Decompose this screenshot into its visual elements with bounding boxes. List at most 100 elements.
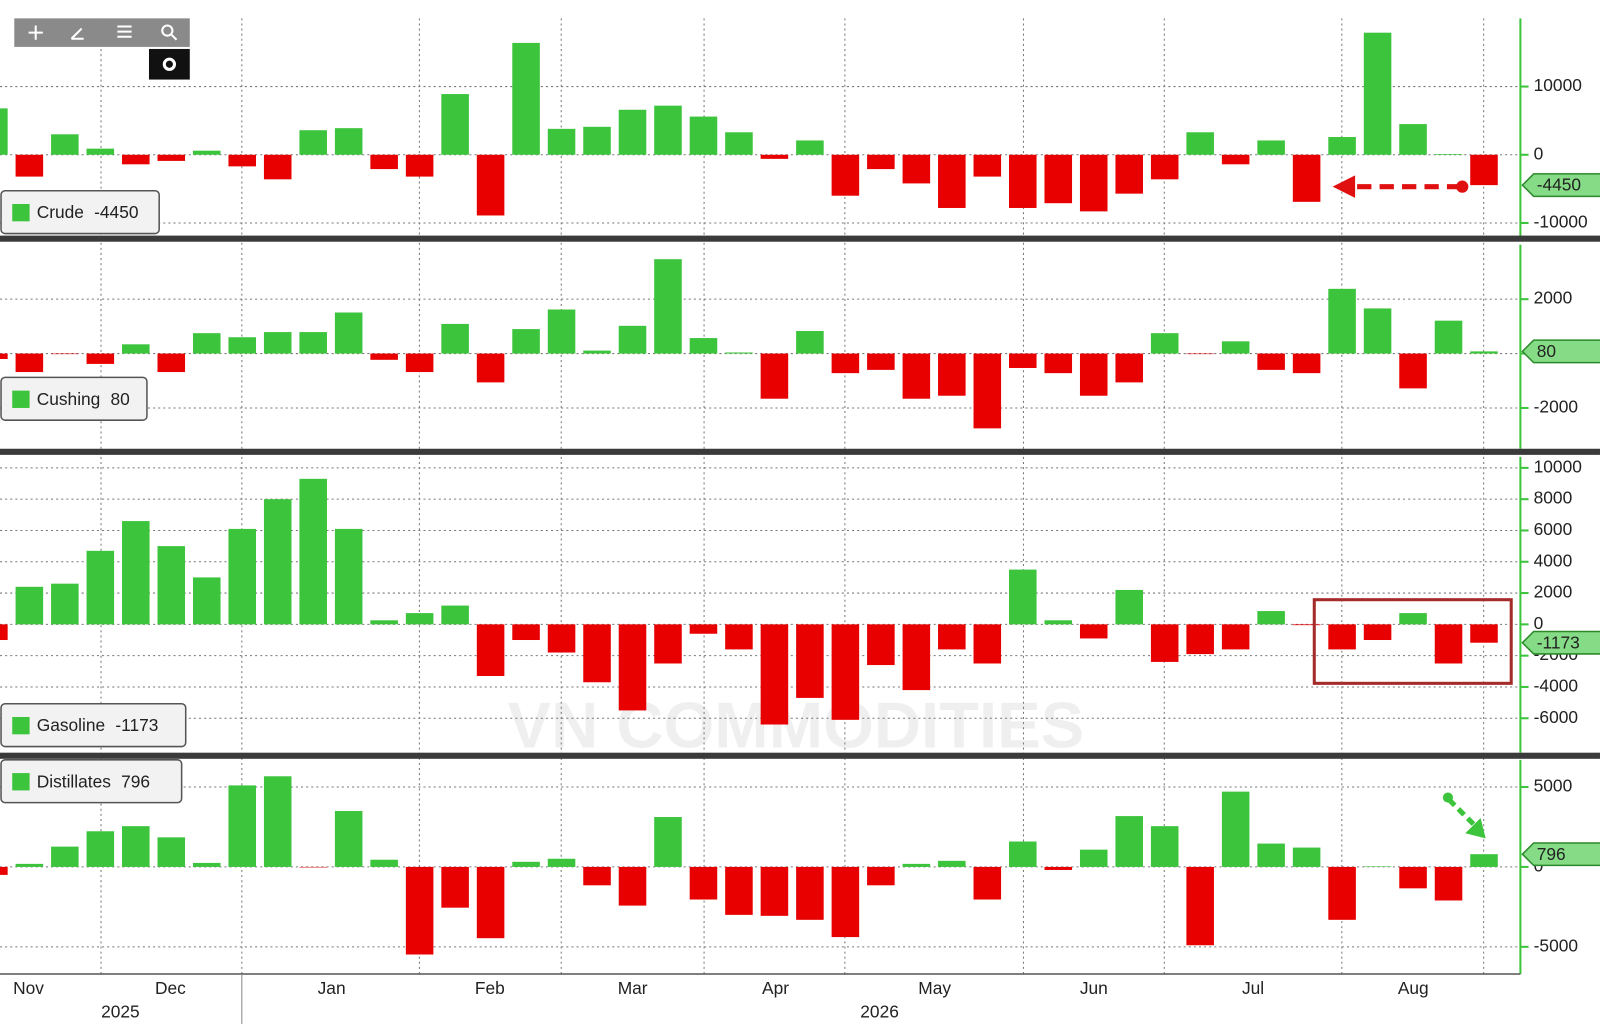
bar xyxy=(263,332,292,354)
bar xyxy=(1257,843,1285,867)
bar xyxy=(654,817,682,867)
bar xyxy=(51,134,79,155)
zoom-icon[interactable] xyxy=(161,24,174,37)
bar xyxy=(973,624,1002,664)
bar xyxy=(1186,624,1214,655)
bar xyxy=(1150,826,1179,867)
y-tick-label: 8000 xyxy=(1534,488,1573,508)
bar xyxy=(1221,624,1250,650)
bar xyxy=(938,154,966,208)
y-tick-label: 4000 xyxy=(1534,550,1573,570)
list-icon[interactable] xyxy=(117,25,132,38)
legend-swatch xyxy=(12,203,30,222)
bar xyxy=(547,309,576,354)
bar xyxy=(618,866,647,906)
legend-name: Cushing xyxy=(37,388,101,408)
bar xyxy=(547,128,576,155)
bar xyxy=(583,126,611,155)
x-tick-label: Jan xyxy=(318,978,346,998)
y-tick-label: 6000 xyxy=(1534,519,1573,539)
bar xyxy=(1399,613,1427,625)
bar xyxy=(405,154,434,177)
bar xyxy=(725,132,753,155)
bar xyxy=(973,866,1002,900)
bar xyxy=(689,116,718,155)
bar xyxy=(405,353,434,373)
bar xyxy=(760,624,789,725)
bar xyxy=(654,624,682,664)
bar xyxy=(228,154,257,167)
pan-icon[interactable] xyxy=(28,25,43,40)
legend-name: Distillates xyxy=(37,771,111,791)
bar xyxy=(760,154,789,159)
green-arrow-line xyxy=(1447,797,1478,828)
bar xyxy=(15,353,44,373)
bar xyxy=(370,154,398,170)
bar xyxy=(831,154,860,196)
bar xyxy=(796,624,824,698)
zoom-handle xyxy=(170,33,178,41)
bar xyxy=(157,353,186,373)
bar xyxy=(192,577,221,625)
bar xyxy=(512,861,540,867)
bar xyxy=(299,130,327,155)
bars xyxy=(0,32,1498,955)
watermark: VN COMMODITIES xyxy=(508,689,1085,762)
bar xyxy=(867,353,895,370)
x-tick-label: Mar xyxy=(618,978,648,998)
bar xyxy=(1186,132,1214,155)
bar xyxy=(1115,816,1143,867)
panel-separator xyxy=(0,448,1600,455)
x-tick-label: Feb xyxy=(475,978,505,998)
bar xyxy=(1221,341,1250,354)
bar xyxy=(122,344,150,354)
panel-separator xyxy=(0,235,1600,242)
x-year-label: 2026 xyxy=(860,1001,899,1021)
bar xyxy=(157,837,186,867)
y-tick-label: -2000 xyxy=(1534,397,1578,417)
bar xyxy=(831,353,860,374)
draw-icon[interactable] xyxy=(70,27,84,40)
bar xyxy=(1328,288,1356,354)
bar xyxy=(1009,569,1037,625)
bar xyxy=(1257,611,1285,625)
bar xyxy=(441,94,469,155)
toolbar[interactable] xyxy=(14,18,190,80)
bar xyxy=(334,312,363,354)
bar xyxy=(796,866,824,920)
bar xyxy=(1434,866,1463,901)
bar xyxy=(1470,351,1498,354)
green-arrow-dot xyxy=(1442,792,1454,803)
bar xyxy=(441,605,469,625)
bar xyxy=(192,862,221,867)
bar xyxy=(547,858,576,867)
bar xyxy=(370,353,398,360)
settings-button[interactable] xyxy=(148,48,190,80)
bar xyxy=(0,866,8,875)
value-flag-label: -1173 xyxy=(1537,632,1580,652)
bar xyxy=(228,337,257,354)
legend-box xyxy=(0,759,183,804)
legend-value: 796 xyxy=(121,771,150,791)
bar xyxy=(1079,624,1108,639)
bar xyxy=(689,624,718,634)
bar xyxy=(1363,32,1392,155)
y-tick-label: 0 xyxy=(1534,143,1544,163)
x-year-label: 2025 xyxy=(101,1001,140,1021)
bar xyxy=(228,528,257,625)
y-tick-label: 0 xyxy=(1534,613,1544,633)
bar xyxy=(1292,624,1321,626)
bar xyxy=(299,866,327,868)
legend-value: -4450 xyxy=(94,202,138,222)
bar xyxy=(867,154,895,170)
bar xyxy=(299,332,327,354)
bar xyxy=(902,863,931,867)
bar xyxy=(0,353,8,360)
value-flag xyxy=(1521,173,1600,198)
x-tick-label: Jun xyxy=(1080,978,1108,998)
bar xyxy=(1363,308,1392,354)
toolbar-bg xyxy=(14,18,190,47)
bar xyxy=(86,831,115,867)
bar xyxy=(476,154,505,216)
